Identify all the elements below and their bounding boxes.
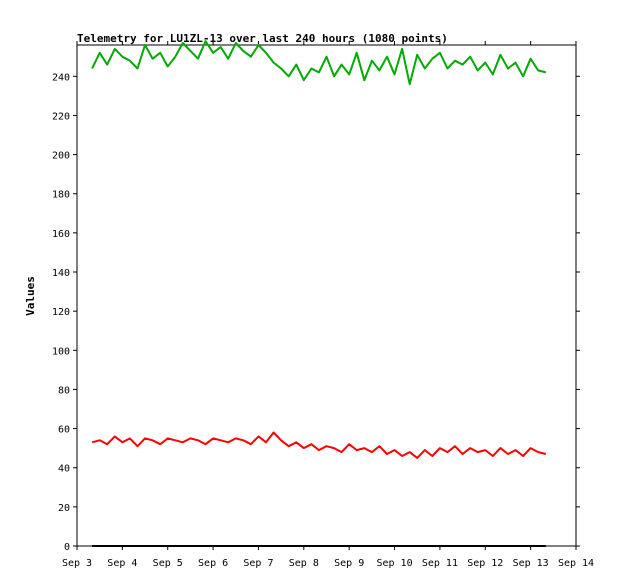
y-axis: 0 20 40 60 80 100 120 140 160 180 200 220 240 xyxy=(52,72,580,553)
y-tick-label: 220 xyxy=(52,111,70,122)
y-tick-label: 140 xyxy=(52,268,70,279)
x-tick-label: Sep 5 xyxy=(153,558,183,569)
x-tick-label: Sep 14 xyxy=(558,558,594,569)
x-tick-label: Sep 8 xyxy=(289,558,319,569)
x-tick-label: Sep 4 xyxy=(107,558,137,569)
y-tick-label: 160 xyxy=(52,229,70,240)
x-tick-label: Sep 13 xyxy=(513,558,549,569)
y-tick-label: 0 xyxy=(64,542,70,553)
y-tick-label: 40 xyxy=(58,464,70,475)
y-tick-label: 120 xyxy=(52,307,70,318)
y-tick-label: 100 xyxy=(52,346,70,357)
plot-area xyxy=(76,44,577,547)
chart-title: Telemetry for LU1ZL-13 over last 240 hou… xyxy=(77,32,448,45)
y-axis-label: Values xyxy=(24,276,37,316)
x-tick-label: Sep 10 xyxy=(376,558,412,569)
x-tick-label: Sep 3 xyxy=(62,558,92,569)
x-tick-label: Sep 11 xyxy=(422,558,458,569)
series-line-0 xyxy=(91,40,547,86)
x-tick-label: Sep 6 xyxy=(198,558,228,569)
x-axis: Sep 3 Sep 4 Sep 5 Sep 6 Sep 7 Sep 8 Sep 9 Sep 1… xyxy=(62,41,594,569)
y-tick-label: 200 xyxy=(52,151,70,162)
y-tick-label: 20 xyxy=(58,503,70,514)
series-line-1 xyxy=(91,431,547,459)
series-group xyxy=(91,40,547,547)
y-tick-label: 80 xyxy=(58,385,70,396)
y-tick-label: 180 xyxy=(52,190,70,201)
y-tick-label: 60 xyxy=(58,425,70,436)
y-tick-label: 240 xyxy=(52,72,70,83)
x-tick-label: Sep 12 xyxy=(467,558,503,569)
x-tick-label: Sep 7 xyxy=(243,558,273,569)
x-tick-label: Sep 9 xyxy=(334,558,364,569)
